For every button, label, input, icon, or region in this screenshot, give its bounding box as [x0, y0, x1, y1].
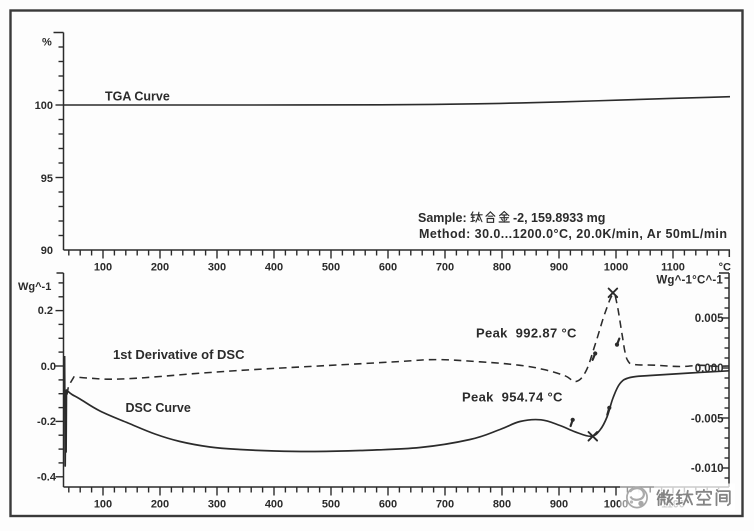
svg-text:500: 500 [322, 262, 340, 274]
svg-text:100: 100 [94, 262, 112, 274]
svg-text:700: 700 [436, 499, 454, 511]
svg-text:500: 500 [322, 499, 340, 511]
svg-text:100: 100 [35, 100, 53, 112]
svg-text:700: 700 [436, 262, 454, 274]
svg-text:300: 300 [208, 499, 226, 511]
svg-text:900: 900 [550, 499, 568, 511]
svg-text:Sample:: Sample: [418, 211, 467, 225]
svg-text:Peak 954.74 °C: Peak 954.74 °C [462, 390, 563, 405]
svg-text:-2, 159.8933 mg: -2, 159.8933 mg [513, 211, 605, 225]
svg-text:°C: °C [719, 262, 731, 274]
svg-text:Method: 30.0...1200.0°C, 20.0K: Method: 30.0...1200.0°C, 20.0K/min, Ar 5… [419, 227, 727, 241]
svg-text:200: 200 [151, 262, 169, 274]
svg-text:0.0: 0.0 [41, 361, 56, 373]
svg-text:800: 800 [493, 262, 511, 274]
svg-text:90: 90 [41, 245, 53, 257]
svg-text:600: 600 [379, 262, 397, 274]
svg-text:1st Derivative of DSC: 1st Derivative of DSC [113, 347, 245, 362]
svg-text:95: 95 [41, 173, 53, 185]
svg-text:400: 400 [265, 499, 283, 511]
svg-text:0.2: 0.2 [38, 305, 53, 317]
svg-text:900: 900 [550, 262, 568, 274]
svg-text:800: 800 [493, 499, 511, 511]
svg-text:1100: 1100 [661, 262, 685, 274]
svg-text:-0.005: -0.005 [691, 414, 724, 426]
svg-text:TGA Curve: TGA Curve [105, 90, 170, 104]
svg-text:400: 400 [265, 262, 283, 274]
svg-text:-0.2: -0.2 [37, 416, 56, 428]
svg-text:Peak 992.87 °C: Peak 992.87 °C [476, 326, 577, 341]
svg-text:Wg^-1°C^-1: Wg^-1°C^-1 [656, 275, 723, 287]
svg-text:100: 100 [94, 499, 112, 511]
svg-text:DSC Curve: DSC Curve [126, 401, 191, 415]
svg-text:Wg^-1: Wg^-1 [18, 281, 51, 293]
svg-text:600: 600 [379, 499, 397, 511]
svg-text:1000: 1000 [604, 262, 628, 274]
svg-text:200: 200 [151, 499, 169, 511]
svg-text:-0.4: -0.4 [37, 472, 57, 484]
svg-text:300: 300 [208, 262, 226, 274]
svg-text:%: % [42, 37, 52, 49]
svg-text:0.000: 0.000 [695, 363, 724, 375]
svg-text:-0.010: -0.010 [691, 463, 724, 475]
svg-text:0.005: 0.005 [695, 313, 724, 325]
